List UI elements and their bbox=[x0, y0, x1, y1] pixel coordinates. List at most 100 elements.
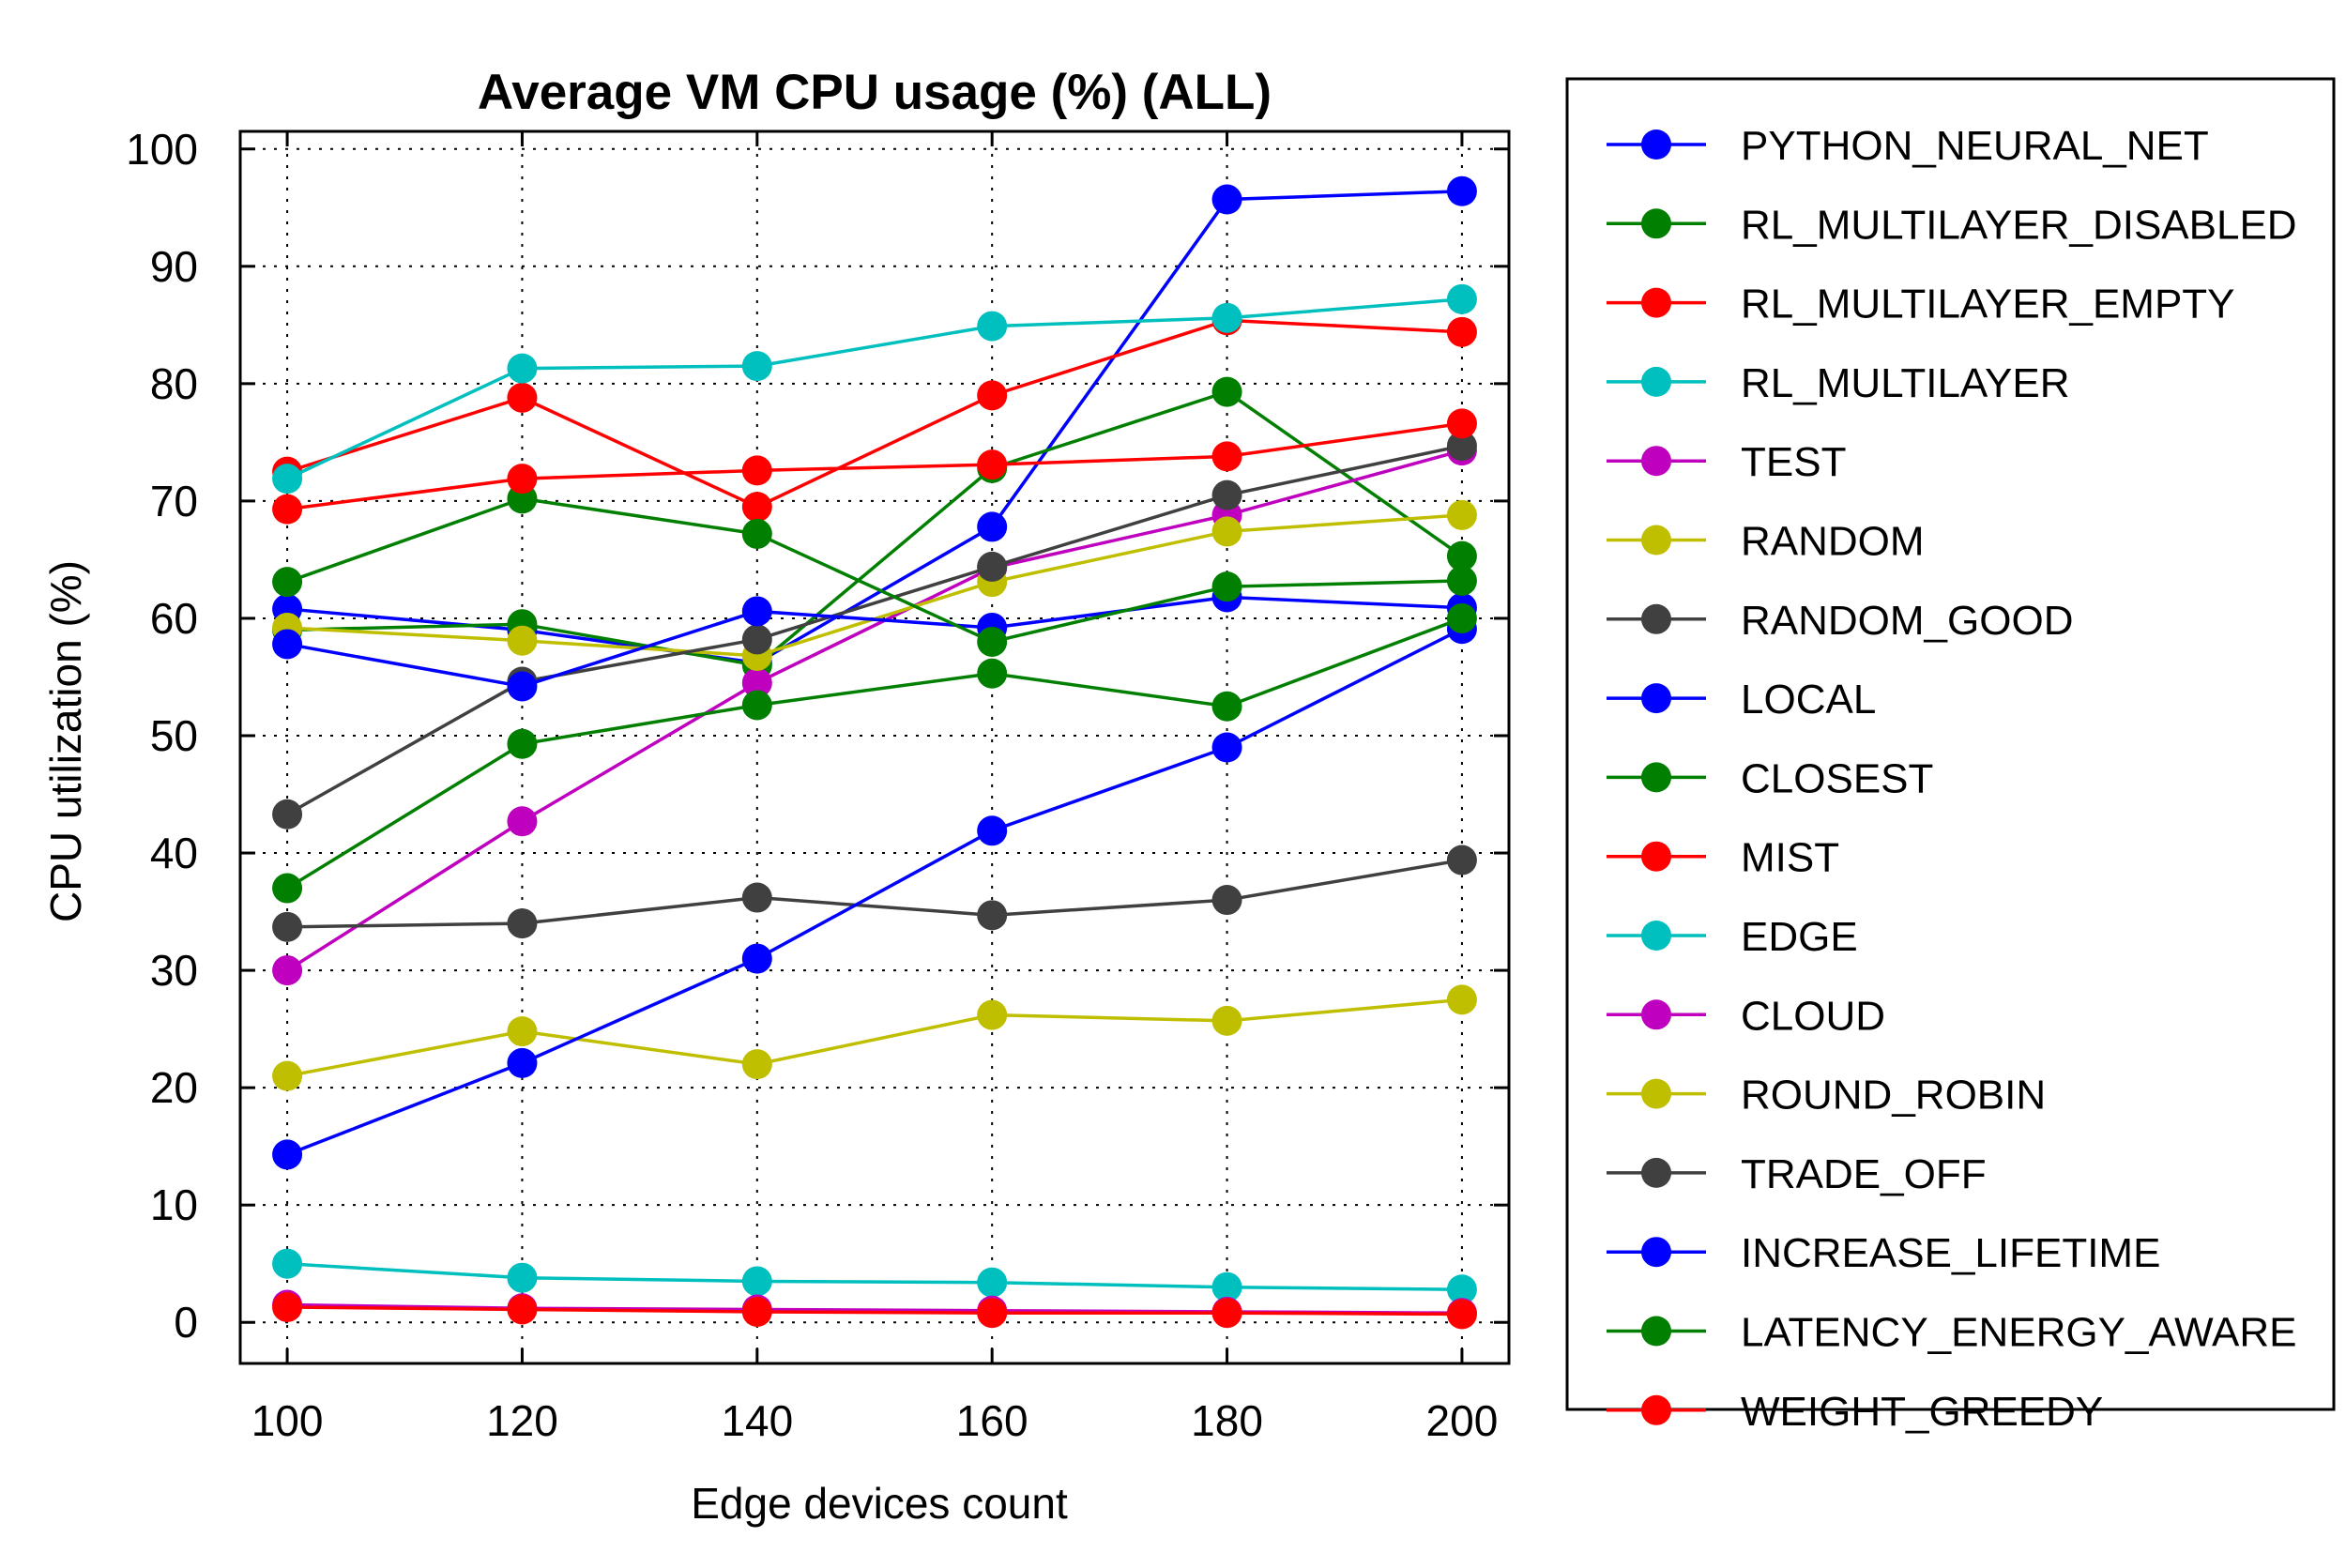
series-weight-greedy bbox=[272, 1291, 1477, 1330]
data-point bbox=[1446, 175, 1477, 206]
legend-label: EDGE bbox=[1741, 914, 1858, 960]
data-point bbox=[507, 464, 538, 495]
series-edge bbox=[272, 1248, 1477, 1305]
legend-entries: PYTHON_NEURAL_NET RL_MULTILAYER_DISABLED R… bbox=[1607, 123, 2297, 1435]
data-point bbox=[1211, 302, 1242, 333]
legend-item: RANDOM_GOOD bbox=[1607, 598, 2073, 644]
data-point bbox=[507, 671, 538, 702]
data-point bbox=[741, 624, 772, 655]
series-line bbox=[286, 595, 1463, 689]
data-point bbox=[507, 728, 538, 759]
data-point bbox=[1446, 984, 1477, 1015]
legend-label: WEIGHT_GREEDY bbox=[1741, 1389, 2103, 1435]
series-line bbox=[287, 858, 1463, 929]
series-group bbox=[272, 175, 1477, 1330]
legend-label: PYTHON_NEURAL_NET bbox=[1741, 123, 2209, 169]
series-line bbox=[286, 1261, 1462, 1291]
data-point bbox=[977, 380, 1008, 411]
data-point bbox=[741, 596, 772, 627]
legend-label: LOCAL bbox=[1741, 677, 1876, 723]
legend-label: RL_MULTILAYER_EMPTY bbox=[1741, 282, 2235, 327]
legend-label: RANDOM_GOOD bbox=[1741, 598, 2073, 644]
data-point bbox=[1446, 540, 1477, 571]
legend-item: LATENCY_ENERGY_AWARE bbox=[1607, 1310, 2297, 1356]
legend-item: INCREASE_LIFETIME bbox=[1607, 1230, 2160, 1276]
data-point bbox=[741, 1049, 772, 1080]
series-line bbox=[287, 1305, 1462, 1317]
data-point bbox=[507, 1047, 538, 1078]
data-point bbox=[977, 900, 1008, 931]
y-tick-label: 30 bbox=[150, 946, 198, 995]
legend-item: LOCAL bbox=[1607, 677, 1876, 723]
legend-label: LATENCY_ENERGY_AWARE bbox=[1741, 1310, 2297, 1356]
data-point bbox=[977, 551, 1008, 582]
data-point bbox=[1211, 1298, 1242, 1329]
data-point bbox=[741, 690, 772, 721]
legend-marker bbox=[1641, 921, 1671, 951]
data-point bbox=[507, 382, 538, 413]
data-point bbox=[272, 911, 303, 942]
data-point bbox=[507, 908, 538, 939]
legend-marker bbox=[1641, 999, 1671, 1030]
data-point bbox=[741, 1266, 772, 1297]
chart-title: Average VM CPU usage (%) (ALL) bbox=[478, 65, 1272, 120]
data-point bbox=[1211, 732, 1242, 763]
legend-marker bbox=[1641, 603, 1671, 634]
data-point bbox=[507, 806, 538, 837]
data-point bbox=[1446, 408, 1477, 439]
data-point bbox=[1211, 516, 1242, 547]
data-point bbox=[741, 492, 772, 523]
data-point bbox=[272, 494, 303, 525]
x-axis-label: Edge devices count bbox=[691, 1479, 1068, 1528]
data-point bbox=[1211, 1271, 1242, 1302]
series-line bbox=[286, 421, 1463, 511]
data-point bbox=[741, 943, 772, 974]
data-point bbox=[272, 1248, 303, 1279]
data-point bbox=[1211, 885, 1242, 916]
series-mist bbox=[272, 408, 1477, 525]
legend-item: WEIGHT_GREEDY bbox=[1607, 1389, 2103, 1435]
data-point bbox=[272, 567, 303, 598]
data-point bbox=[741, 1296, 772, 1327]
x-tick-label: 100 bbox=[251, 1396, 324, 1445]
data-point bbox=[1446, 499, 1477, 530]
data-point bbox=[1446, 565, 1477, 596]
data-point bbox=[741, 455, 772, 486]
legend-marker bbox=[1641, 446, 1671, 477]
y-tick-label: 60 bbox=[150, 594, 198, 643]
data-point bbox=[1446, 845, 1477, 875]
data-point bbox=[741, 351, 772, 382]
data-point bbox=[977, 999, 1008, 1030]
legend-label: RL_MULTILAYER_DISABLED bbox=[1741, 202, 2297, 248]
series-line bbox=[286, 496, 1462, 644]
legend-label: CLOSEST bbox=[1741, 755, 1933, 801]
data-point bbox=[507, 1016, 538, 1047]
x-tick-label: 200 bbox=[1426, 1396, 1499, 1445]
data-point bbox=[1211, 184, 1242, 215]
data-point bbox=[1211, 441, 1242, 472]
data-point bbox=[977, 511, 1008, 542]
legend-label: MIST bbox=[1741, 835, 1839, 881]
series-line bbox=[286, 297, 1463, 480]
x-tick-label: 120 bbox=[486, 1396, 558, 1445]
legend bbox=[1565, 77, 2336, 1411]
legend-marker bbox=[1641, 287, 1671, 318]
data-point bbox=[1446, 431, 1477, 462]
series-line bbox=[286, 617, 1463, 891]
legend-item: EDGE bbox=[1607, 914, 1858, 960]
y-tick-label: 100 bbox=[126, 125, 198, 174]
legend-marker bbox=[1641, 841, 1671, 872]
legend-marker bbox=[1641, 1316, 1671, 1347]
series-line bbox=[286, 318, 1463, 510]
legend-marker bbox=[1641, 525, 1671, 556]
data-point bbox=[1211, 691, 1242, 722]
data-point bbox=[272, 955, 303, 986]
legend-marker bbox=[1641, 1078, 1671, 1109]
legend-item: TRADE_OFF bbox=[1607, 1151, 1987, 1197]
legend-label: RANDOM bbox=[1741, 519, 1925, 565]
data-point bbox=[1211, 571, 1242, 602]
data-point bbox=[1446, 316, 1477, 347]
legend-marker bbox=[1641, 762, 1671, 793]
series-trade-off bbox=[272, 845, 1477, 942]
